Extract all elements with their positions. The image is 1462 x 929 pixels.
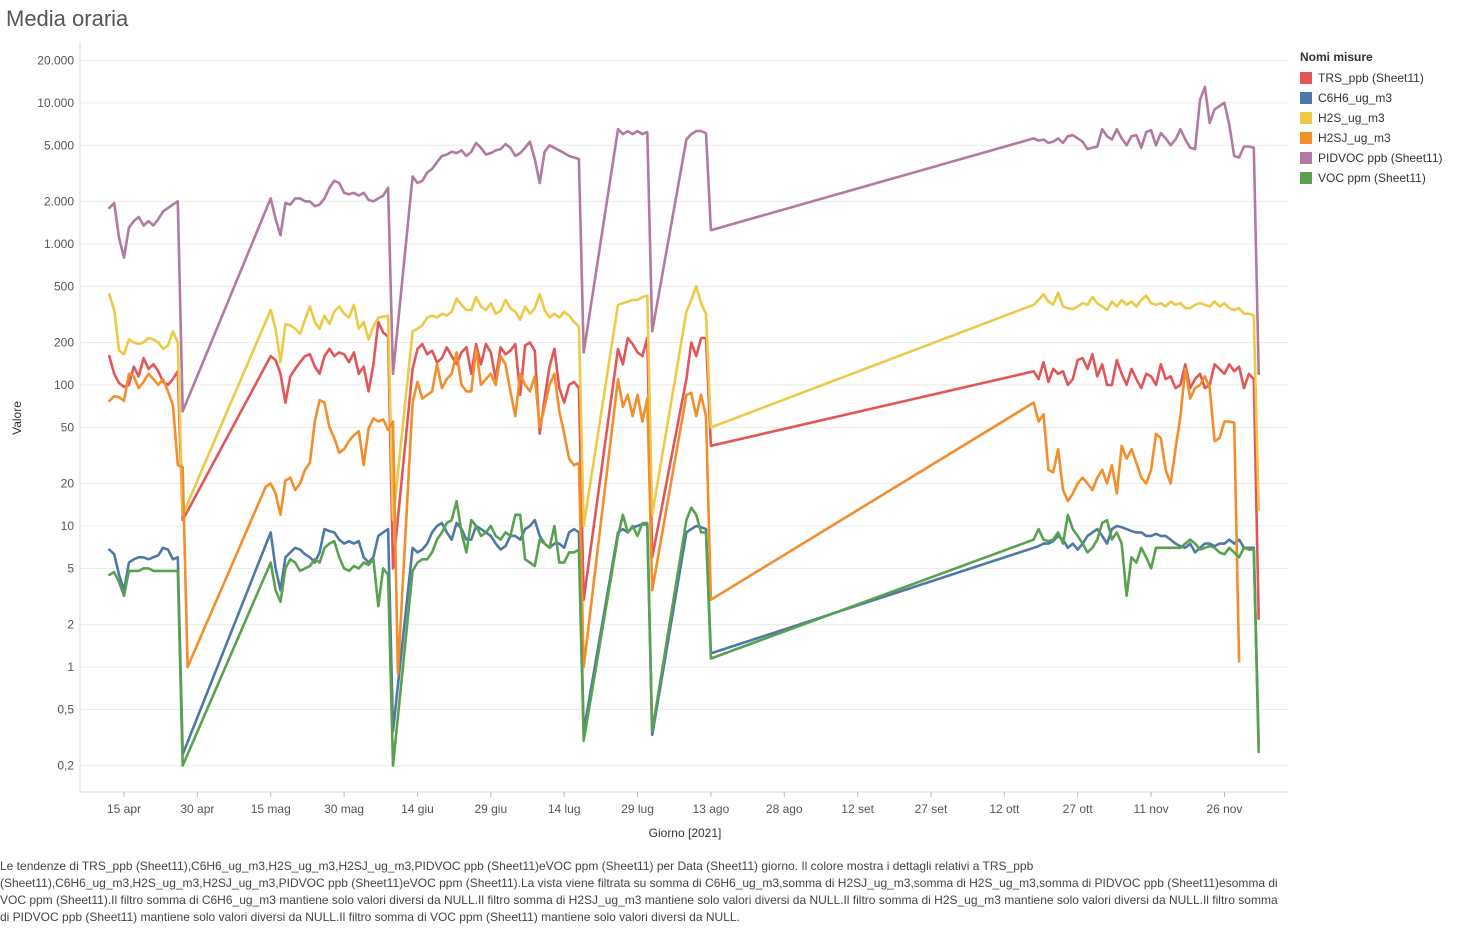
x-tick-label: 26 nov bbox=[1206, 802, 1242, 816]
legend-swatch bbox=[1300, 152, 1312, 164]
y-tick-label: 1 bbox=[67, 660, 74, 674]
axes: 0,2 0,5 1 2 5 10 20 50 100 200 500 1.000 2.000 5.000 1… bbox=[37, 42, 1288, 816]
legend-swatch bbox=[1300, 132, 1312, 144]
series-line-pidvoc-ppb-sheet11 bbox=[108, 85, 1260, 413]
chart-caption: Le tendenze di TRS_ppb (Sheet11),C6H6_ug… bbox=[0, 859, 1278, 924]
y-tick-label: 20.000 bbox=[37, 53, 74, 67]
series-line-trs-ppb-sheet11 bbox=[108, 320, 1260, 620]
legend-label: C6H6_ug_m3 bbox=[1318, 91, 1393, 105]
y-axis-title: Valore bbox=[10, 401, 24, 435]
chart-title: Media oraria bbox=[6, 6, 129, 31]
x-tick-label: 11 nov bbox=[1133, 802, 1168, 816]
x-tick-label: 30 apr bbox=[180, 802, 214, 816]
legend-label: PIDVOC ppb (Sheet11) bbox=[1318, 151, 1443, 165]
x-tick-label: 12 ott bbox=[989, 802, 1020, 816]
y-tick-label: 0,2 bbox=[57, 759, 74, 773]
legend: Nomi misure TRS_ppb (Sheet11) C6H6_ug_m3 H… bbox=[1300, 50, 1460, 188]
legend-label: VOC ppm (Sheet11) bbox=[1318, 171, 1426, 185]
x-tick-label: 28 ago bbox=[766, 802, 803, 816]
x-tick-label: 29 giu bbox=[474, 802, 507, 816]
series-lines bbox=[108, 85, 1260, 767]
y-tick-label: 10 bbox=[61, 519, 75, 533]
legend-title: Nomi misure bbox=[1300, 50, 1373, 64]
y-tick-label: 500 bbox=[54, 279, 74, 293]
x-tick-label: 13 ago bbox=[693, 802, 730, 816]
x-tick-label: 15 mag bbox=[251, 802, 291, 816]
legend-item[interactable]: H2SJ_ug_m3 bbox=[1300, 128, 1460, 148]
y-tick-label: 2.000 bbox=[44, 194, 74, 208]
legend-label: H2SJ_ug_m3 bbox=[1318, 131, 1391, 145]
legend-items: TRS_ppb (Sheet11) C6H6_ug_m3 H2S_ug_m3 H2SJ… bbox=[1300, 68, 1460, 188]
y-tick-label: 50 bbox=[61, 420, 75, 434]
x-tick-label: 29 lug bbox=[621, 802, 654, 816]
legend-label: H2S_ug_m3 bbox=[1318, 111, 1385, 125]
legend-item[interactable]: VOC ppm (Sheet11) bbox=[1300, 168, 1460, 188]
series-line-h2s-ug-m3 bbox=[108, 285, 1260, 528]
series-line-h2sj-ug-m3 bbox=[108, 347, 1241, 675]
x-tick-label: 15 apr bbox=[107, 802, 141, 816]
x-tick-label: 14 giu bbox=[401, 802, 434, 816]
legend-item[interactable]: TRS_ppb (Sheet11) bbox=[1300, 68, 1460, 88]
y-tick-label: 10.000 bbox=[37, 96, 74, 110]
y-tick-label: 2 bbox=[67, 618, 74, 632]
x-tick-label: 12 set bbox=[841, 802, 874, 816]
y-tick-label: 1.000 bbox=[44, 237, 74, 251]
legend-item[interactable]: C6H6_ug_m3 bbox=[1300, 88, 1460, 108]
x-tick-label: 27 ott bbox=[1063, 802, 1094, 816]
x-tick-label: 14 lug bbox=[548, 802, 581, 816]
series-line-voc-ppm-sheet11 bbox=[108, 499, 1260, 767]
x-axis-title: Giorno [2021] bbox=[649, 826, 722, 840]
y-tick-label: 0,5 bbox=[57, 702, 74, 716]
y-tick-label: 5.000 bbox=[44, 138, 74, 152]
y-tick-label: 100 bbox=[54, 378, 74, 392]
legend-swatch bbox=[1300, 172, 1312, 184]
legend-label: TRS_ppb (Sheet11) bbox=[1318, 71, 1424, 85]
x-tick-label: 27 set bbox=[915, 802, 948, 816]
legend-swatch bbox=[1300, 92, 1312, 104]
legend-swatch bbox=[1300, 72, 1312, 84]
y-tick-label: 5 bbox=[67, 561, 74, 575]
legend-swatch bbox=[1300, 112, 1312, 124]
x-tick-label: 30 mag bbox=[324, 802, 364, 816]
legend-item[interactable]: H2S_ug_m3 bbox=[1300, 108, 1460, 128]
y-tick-label: 200 bbox=[54, 335, 74, 349]
legend-item[interactable]: PIDVOC ppb (Sheet11) bbox=[1300, 148, 1460, 168]
y-tick-label: 20 bbox=[61, 477, 75, 491]
series-line-c6h6-ug-m3 bbox=[108, 518, 1260, 756]
